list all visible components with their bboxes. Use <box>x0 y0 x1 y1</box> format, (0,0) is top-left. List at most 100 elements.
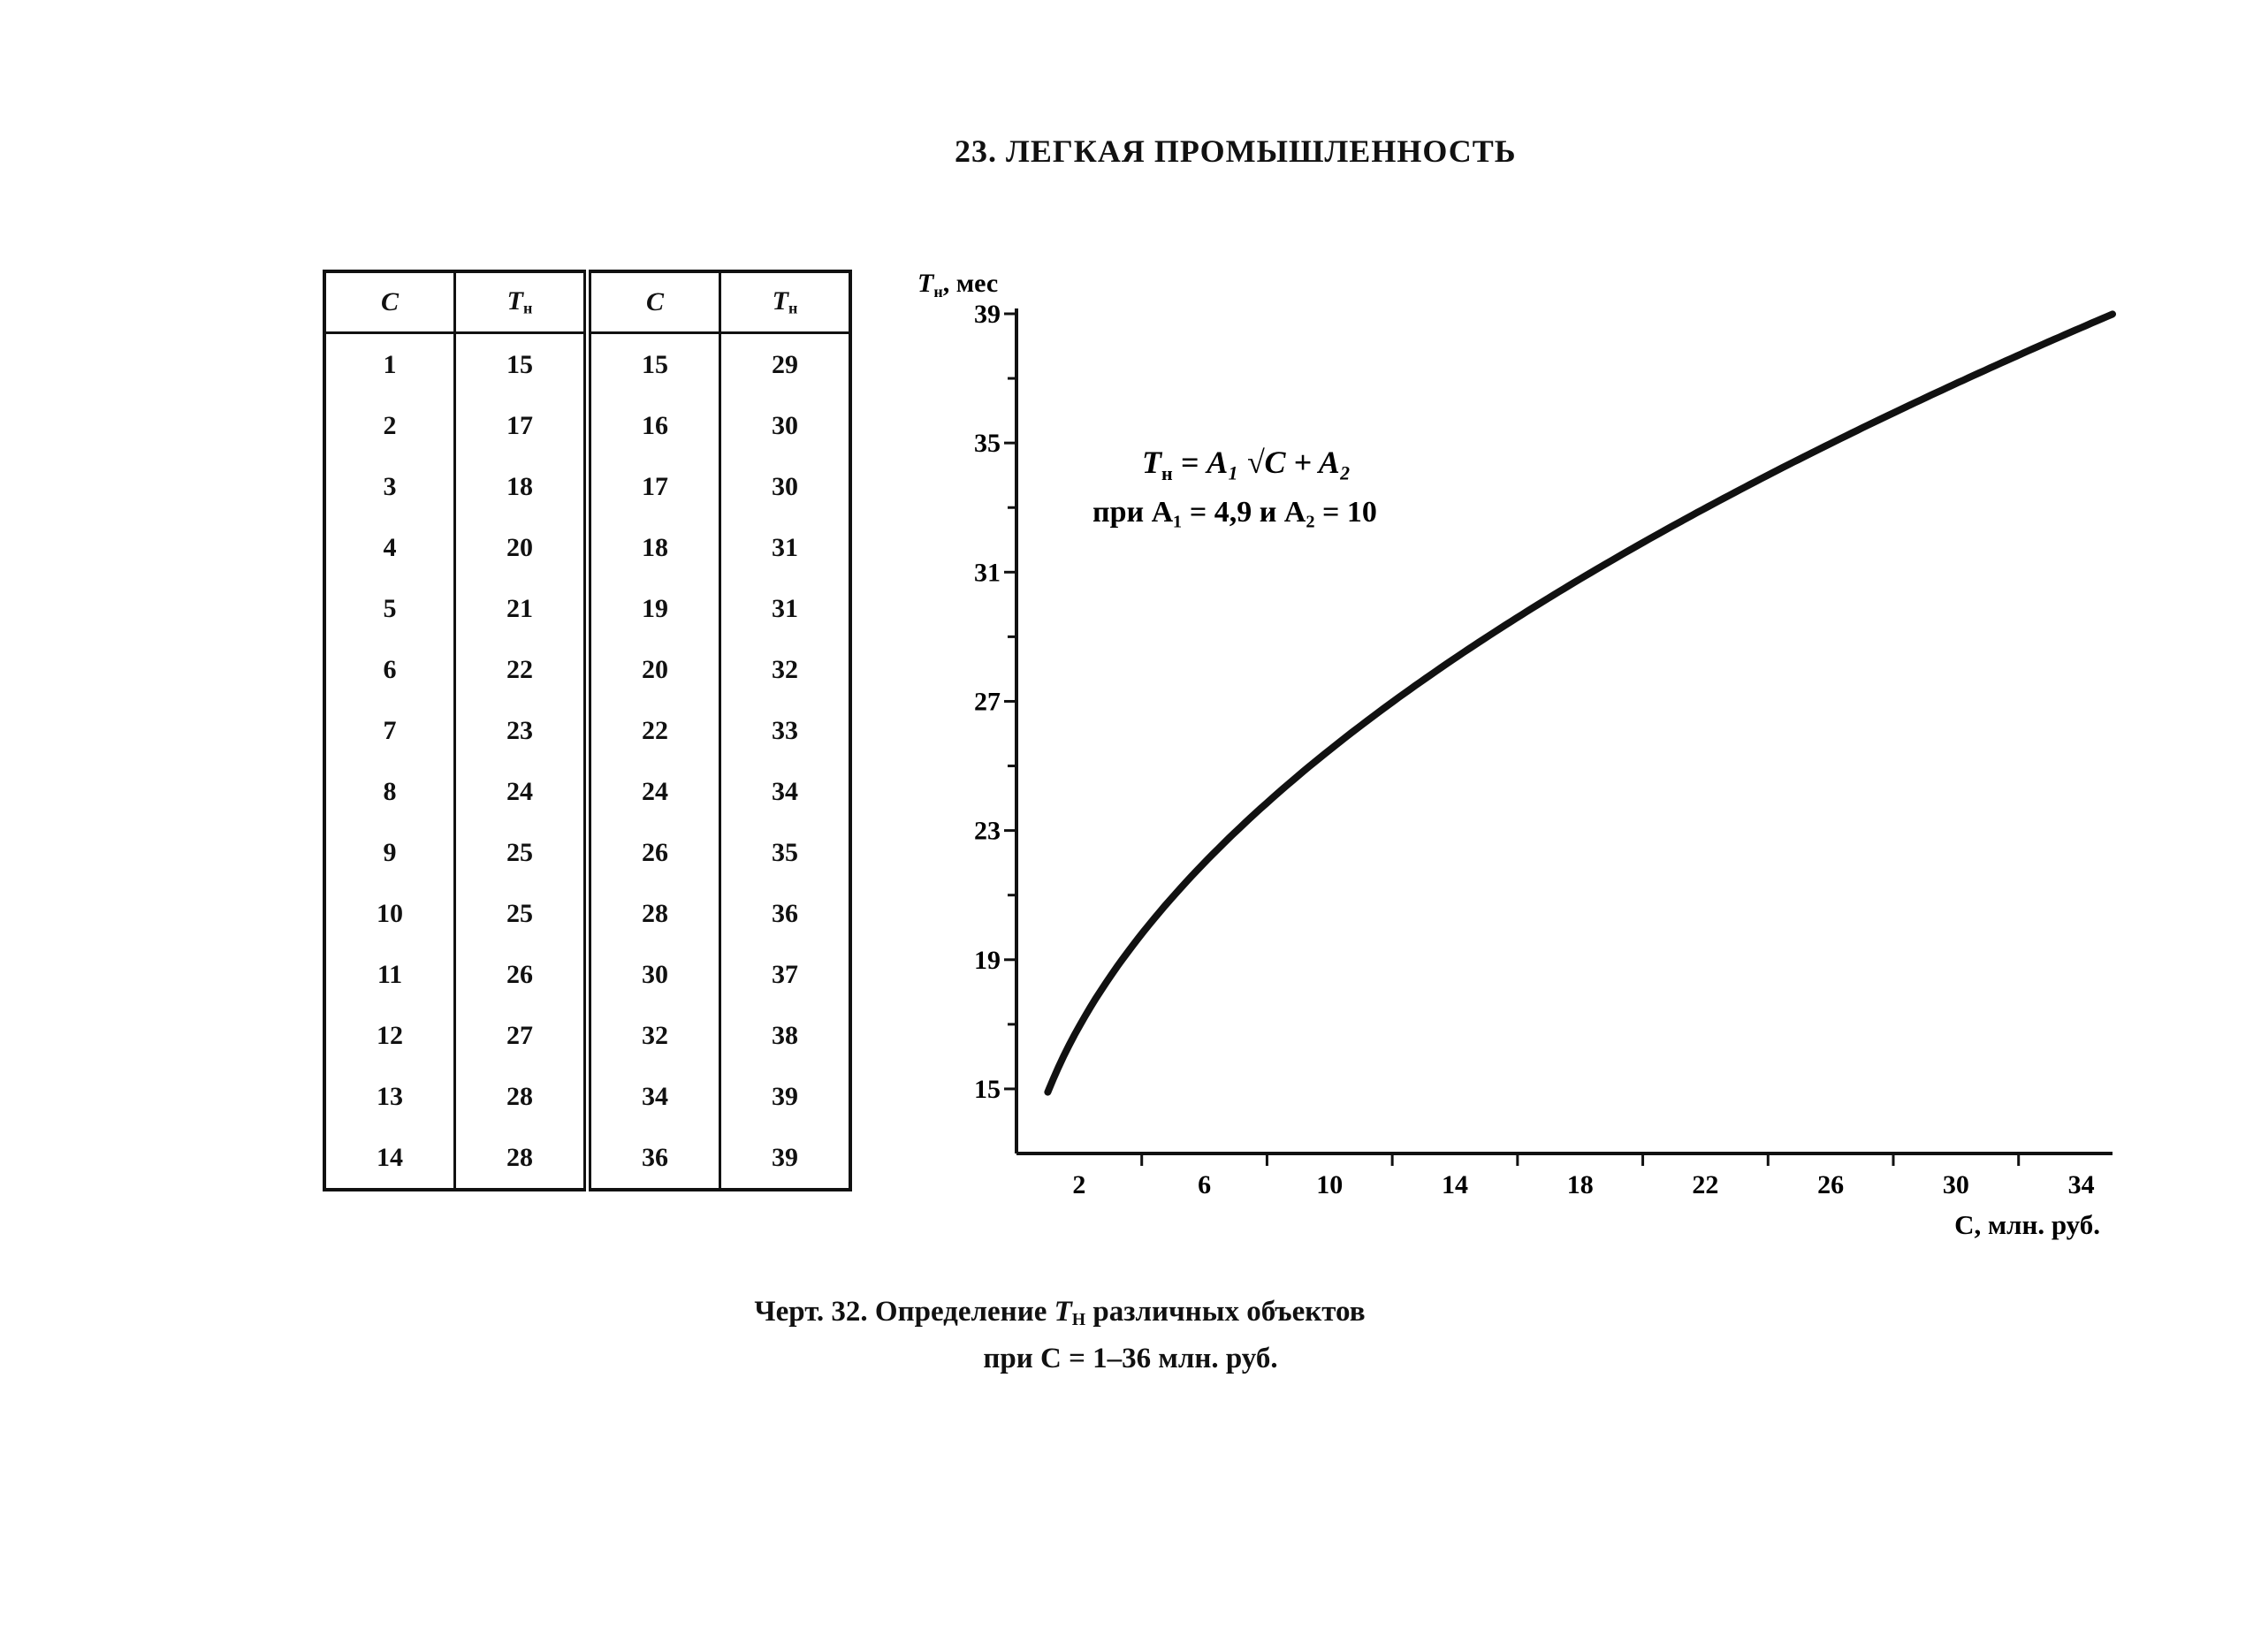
y-tick-label: 15 <box>974 1075 1001 1104</box>
table-cell: 32 <box>586 1005 721 1066</box>
table-cell: 26 <box>586 822 721 883</box>
table-cell: 14 <box>323 1127 456 1190</box>
y-tick-label: 39 <box>974 300 1001 329</box>
chart-axes <box>1015 308 2113 1155</box>
table-cell: 1 <box>323 332 456 395</box>
table-cell: 23 <box>453 700 591 761</box>
table-cell: 30 <box>586 944 721 1005</box>
table-cell: 22 <box>453 639 591 700</box>
table-cell: 22 <box>586 700 721 761</box>
table-row: 10 25 28 36 <box>323 883 852 944</box>
table-cell: 5 <box>323 578 456 639</box>
chart-series-line <box>1044 310 2116 1096</box>
table-cell: 2 <box>323 395 456 456</box>
table-cell: 39 <box>719 1127 852 1190</box>
table-header-row: C Tн C Tн <box>323 271 852 334</box>
table-cell: 21 <box>453 578 591 639</box>
page-title: 23. ЛЕГКАЯ ПРОМЫШЛЕННОСТЬ <box>955 133 1517 169</box>
table-cell: 17 <box>586 456 721 517</box>
table-cell: 30 <box>719 456 852 517</box>
table-row: 7 23 22 33 <box>323 700 852 761</box>
table-row: 8 24 24 34 <box>323 761 852 822</box>
table-cell: 35 <box>719 822 852 883</box>
table-row: 14 28 36 39 <box>323 1127 852 1190</box>
table-cell: 4 <box>323 517 456 578</box>
formula-line-1: Tн = A₁ √C + A₂ <box>1142 445 1351 484</box>
table-cell: 24 <box>453 761 591 822</box>
table-cell: 20 <box>586 639 721 700</box>
table-cell: 34 <box>586 1066 721 1127</box>
table-row: 3 18 17 30 <box>323 456 852 517</box>
table-cell: 13 <box>323 1066 456 1127</box>
table-row: 12 27 32 38 <box>323 1005 852 1066</box>
y-tick-label: 23 <box>974 817 1001 846</box>
table-cell: 36 <box>719 883 852 944</box>
table-cell: 31 <box>719 578 852 639</box>
table-cell: 15 <box>453 332 591 395</box>
table-cell: 3 <box>323 456 456 517</box>
table-cell: 34 <box>719 761 852 822</box>
table-body: 1 15 15 29 2 17 16 30 3 18 17 30 4 20 18 31 5 21 19 31 6 22 20… <box>323 332 852 1190</box>
table-cell: 8 <box>323 761 456 822</box>
x-tick-label: 22 <box>1692 1170 1718 1199</box>
x-tick-label: 30 <box>1943 1170 1969 1199</box>
x-tick-label: 2 <box>1072 1170 1085 1199</box>
table-cell: 39 <box>719 1066 852 1127</box>
table-cell: 10 <box>323 883 456 944</box>
x-tick-label: 10 <box>1316 1170 1343 1199</box>
table-cell: 38 <box>719 1005 852 1066</box>
y-tick-label: 31 <box>974 558 1001 587</box>
table-row: 11 26 30 37 <box>323 944 852 1005</box>
table-row: 9 25 26 35 <box>323 822 852 883</box>
table-cell: 25 <box>453 822 591 883</box>
table-row: 2 17 16 30 <box>323 395 852 456</box>
table-cell: 30 <box>719 395 852 456</box>
table-cell: 33 <box>719 700 852 761</box>
table-cell: 7 <box>323 700 456 761</box>
table-cell: 15 <box>586 332 721 395</box>
table-cell: 18 <box>586 517 721 578</box>
table-row: 4 20 18 31 <box>323 517 852 578</box>
table-cell: 16 <box>586 395 721 456</box>
x-tick-label: 14 <box>1442 1170 1468 1199</box>
table-row: 6 22 20 32 <box>323 639 852 700</box>
data-table: C Tн C Tн 1 15 15 29 2 17 16 30 3 18 17 30 4 20 18 31 5 2… <box>323 270 852 1191</box>
header-tn-2: Tн <box>719 271 852 334</box>
table-cell: 19 <box>586 578 721 639</box>
table-cell: 6 <box>323 639 456 700</box>
table-cell: 28 <box>453 1127 591 1190</box>
x-tick-label: 18 <box>1567 1170 1594 1199</box>
table-row: 5 21 19 31 <box>323 578 852 639</box>
header-tn-1: Tн <box>453 271 591 334</box>
table-cell: 31 <box>719 517 852 578</box>
table-cell: 11 <box>323 944 456 1005</box>
table-row: 1 15 15 29 <box>323 332 852 395</box>
y-tick-label: 35 <box>974 429 1001 458</box>
x-tick-label: 34 <box>2068 1170 2095 1199</box>
formula-line-2: при A₁ = 4,9 и A₂ = 10 <box>1092 496 1377 529</box>
table-cell: 12 <box>323 1005 456 1066</box>
figure-caption: Черт. 32. Определение TН различных объек… <box>754 1296 1366 1374</box>
table-cell: 27 <box>453 1005 591 1066</box>
table-cell: 17 <box>453 395 591 456</box>
x-tick-label: 6 <box>1198 1170 1211 1199</box>
table-row: 13 28 34 39 <box>323 1066 852 1127</box>
table-cell: 25 <box>453 883 591 944</box>
table-cell: 26 <box>453 944 591 1005</box>
header-c-1: C <box>323 271 456 334</box>
table-cell: 36 <box>586 1127 721 1190</box>
x-axis-label: C, млн. руб. <box>1954 1209 2100 1240</box>
y-tick-label: 27 <box>974 687 1001 716</box>
table-cell: 18 <box>453 456 591 517</box>
x-tick-label: 26 <box>1817 1170 1844 1199</box>
table-cell: 29 <box>719 332 852 395</box>
table-cell: 37 <box>719 944 852 1005</box>
table-cell: 24 <box>586 761 721 822</box>
header-c-2: C <box>586 271 721 334</box>
table-cell: 28 <box>586 883 721 944</box>
table-cell: 9 <box>323 822 456 883</box>
table-cell: 28 <box>453 1066 591 1127</box>
y-axis-label: Tн, мес <box>917 269 998 301</box>
